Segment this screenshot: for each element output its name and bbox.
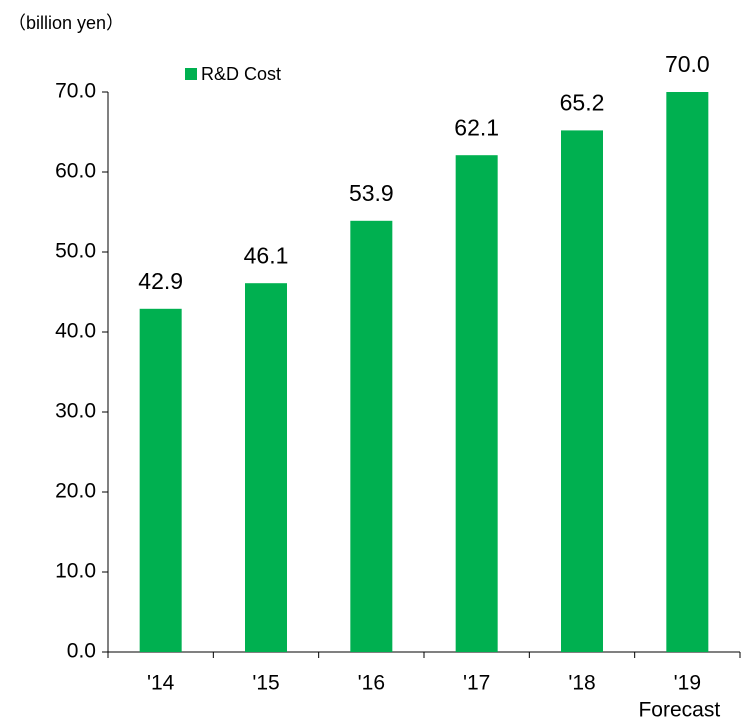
y-tick-label: 40.0	[55, 320, 96, 343]
annotation: Forecast	[638, 699, 720, 721]
data-label: 65.2	[560, 89, 605, 115]
y-tick-label: 70.0	[55, 80, 96, 103]
y-unit-label: （billion yen）	[8, 13, 124, 33]
data-label: 42.9	[138, 268, 183, 294]
y-tick-label: 50.0	[55, 240, 96, 263]
data-label: 46.1	[244, 242, 289, 268]
y-tick-label: 10.0	[55, 560, 96, 583]
x-tick-label: '14	[147, 672, 175, 695]
bar	[666, 92, 709, 652]
data-label: 62.1	[454, 114, 499, 140]
x-tick-label: '15	[252, 672, 279, 695]
data-label: 70.0	[665, 51, 710, 77]
y-tick-label: 20.0	[55, 480, 96, 503]
bar	[350, 220, 393, 653]
bar	[245, 283, 287, 652]
x-tick-label: '19	[674, 672, 701, 695]
y-tick-label: 60.0	[55, 160, 96, 183]
bar	[139, 308, 182, 652]
legend-swatch	[185, 68, 197, 80]
legend-label: R&D Cost	[201, 64, 281, 84]
x-tick-label: '18	[568, 672, 595, 695]
bar	[455, 155, 498, 652]
y-tick-label: 30.0	[55, 400, 96, 423]
x-tick-label: '16	[358, 672, 385, 695]
data-label: 53.9	[349, 180, 394, 206]
bar	[561, 130, 603, 652]
x-tick-label: '17	[463, 672, 490, 695]
y-tick-label: 0.0	[67, 640, 96, 663]
